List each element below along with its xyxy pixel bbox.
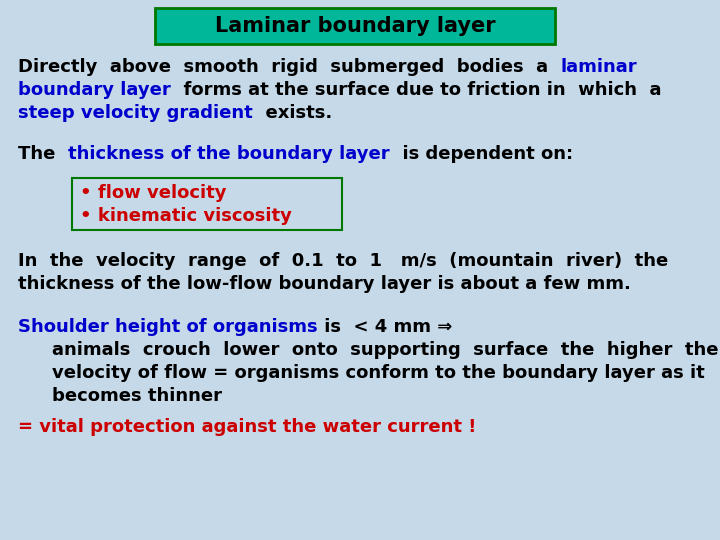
Text: Laminar boundary layer: Laminar boundary layer (215, 16, 495, 36)
Text: thickness of the boundary layer: thickness of the boundary layer (68, 145, 390, 163)
Text: boundary layer: boundary layer (18, 81, 171, 99)
Text: velocity of flow = organisms conform to the boundary layer as it: velocity of flow = organisms conform to … (52, 364, 705, 382)
Text: In  the  velocity  range  of  0.1  to  1   m/s  (mountain  river)  the: In the velocity range of 0.1 to 1 m/s (m… (18, 252, 668, 270)
Text: Shoulder height of organisms: Shoulder height of organisms (18, 318, 318, 336)
Text: forms at the surface due to friction in  which  a: forms at the surface due to friction in … (171, 81, 661, 99)
Text: becomes thinner: becomes thinner (52, 387, 222, 405)
Text: animals  crouch  lower  onto  supporting  surface  the  higher  the: animals crouch lower onto supporting sur… (52, 341, 719, 359)
Text: thickness of the low-flow boundary layer is about a few mm.: thickness of the low-flow boundary layer… (18, 275, 631, 293)
Text: is  < 4 mm ⇒: is < 4 mm ⇒ (318, 318, 452, 336)
Text: is dependent on:: is dependent on: (390, 145, 572, 163)
Text: = vital protection against the water current !: = vital protection against the water cur… (18, 418, 477, 436)
Text: exists.: exists. (253, 104, 332, 122)
Text: • flow velocity: • flow velocity (80, 184, 227, 202)
Text: The: The (18, 145, 68, 163)
Bar (155, 8, 555, 44)
Text: steep velocity gradient: steep velocity gradient (18, 104, 253, 122)
Text: Directly  above  smooth  rigid  submerged  bodies  a: Directly above smooth rigid submerged bo… (18, 58, 561, 76)
Text: laminar: laminar (561, 58, 637, 76)
Text: • kinematic viscosity: • kinematic viscosity (80, 207, 292, 225)
Bar (72, 178, 342, 230)
